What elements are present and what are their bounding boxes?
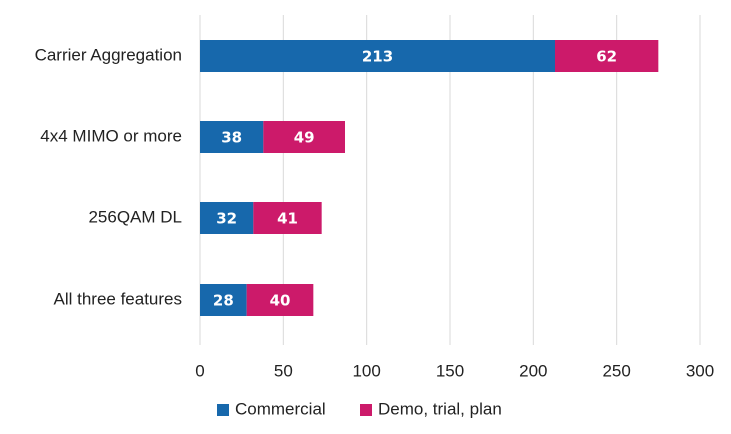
bar-commercial	[200, 121, 264, 153]
x-tick-label: 250	[602, 361, 630, 380]
legend-label-demo-trial-plan: Demo, trial, plan	[378, 399, 502, 418]
bar-commercial	[200, 284, 247, 316]
data-label: 40	[270, 292, 291, 310]
x-tick-label: 50	[274, 361, 293, 380]
category-label: 4x4 MIMO or more	[40, 126, 182, 145]
bar-demo-trial-plan	[246, 284, 314, 316]
data-label: 32	[216, 210, 237, 228]
category-label: 256QAM DL	[88, 207, 182, 226]
bar-demo-trial-plan	[555, 40, 659, 72]
category-labels: Carrier Aggregation 4x4 MIMO or more 256QA…	[35, 45, 182, 308]
data-label: 213	[362, 48, 393, 66]
x-tick-label: 100	[352, 361, 380, 380]
data-labels: 213 62 38 49 32 41 28 40	[213, 48, 617, 310]
x-axis-tick-labels: 0 50 100 150 200 250 300	[195, 361, 714, 380]
legend: Commercial Demo, trial, plan	[217, 399, 502, 418]
data-label: 38	[221, 129, 242, 147]
bars	[200, 40, 659, 316]
legend-swatch-commercial	[217, 404, 229, 416]
bar-commercial	[200, 202, 254, 234]
category-label: All three features	[53, 289, 182, 308]
bar-commercial	[200, 40, 555, 72]
data-label: 28	[213, 292, 234, 310]
legend-swatch-demo-trial-plan	[360, 404, 372, 416]
x-tick-label: 300	[686, 361, 714, 380]
bar-demo-trial-plan	[263, 121, 345, 153]
data-label: 49	[294, 129, 315, 147]
legend-label-commercial: Commercial	[235, 399, 326, 418]
x-tick-label: 0	[195, 361, 204, 380]
x-tick-label: 200	[519, 361, 547, 380]
x-tick-label: 150	[436, 361, 464, 380]
category-label: Carrier Aggregation	[35, 45, 182, 64]
data-label: 62	[596, 48, 617, 66]
bar-demo-trial-plan	[253, 202, 322, 234]
data-label: 41	[277, 210, 298, 228]
